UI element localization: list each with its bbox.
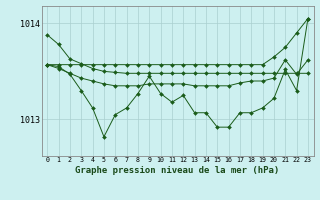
X-axis label: Graphe pression niveau de la mer (hPa): Graphe pression niveau de la mer (hPa) bbox=[76, 166, 280, 175]
